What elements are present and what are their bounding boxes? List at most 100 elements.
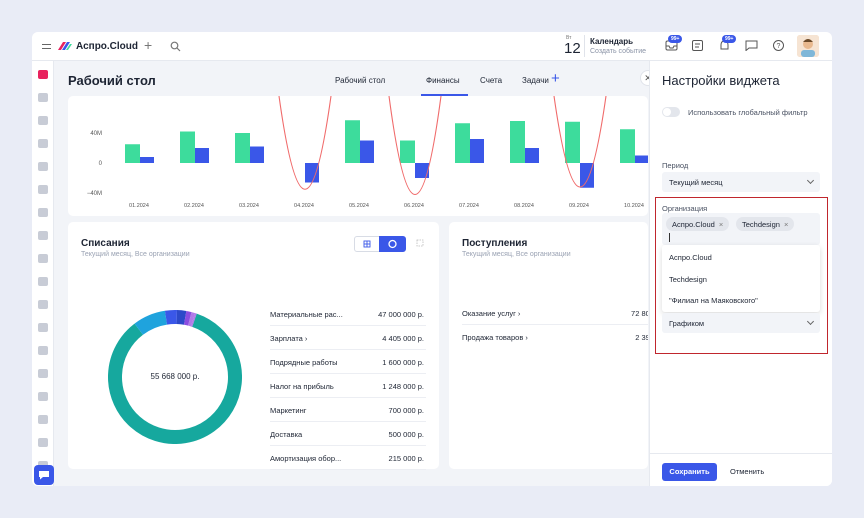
period-select[interactable]: Текущий месяц bbox=[662, 172, 820, 192]
tab-tasks[interactable]: Задачи bbox=[522, 76, 549, 85]
expand-icon[interactable] bbox=[413, 236, 427, 252]
income-subtitle: Текущий месяц, Все организации bbox=[462, 251, 571, 258]
bar-net-profit[interactable] bbox=[635, 155, 649, 164]
expense-row-label: Доставка bbox=[270, 430, 303, 439]
tab-desktop[interactable]: Рабочий стол bbox=[335, 76, 386, 85]
calendar-title[interactable]: Календарь bbox=[590, 37, 634, 46]
bar-net-profit[interactable] bbox=[140, 157, 154, 163]
donut-slice[interactable] bbox=[176, 310, 187, 325]
expense-row-value: 4 405 000 р. bbox=[382, 334, 424, 343]
bar-revenue[interactable] bbox=[620, 129, 635, 163]
support-chat-button[interactable] bbox=[34, 465, 54, 485]
nav-icon[interactable] bbox=[38, 438, 48, 447]
nav-icon[interactable] bbox=[38, 369, 48, 378]
expense-row-label[interactable]: Зарплата › bbox=[270, 334, 308, 343]
tab-invoices[interactable]: Счета bbox=[480, 76, 503, 85]
income-row-label[interactable]: Оказание услуг › bbox=[462, 309, 521, 318]
create-event-link[interactable]: Создать событие bbox=[590, 48, 647, 55]
bar-revenue[interactable] bbox=[510, 121, 525, 163]
divider bbox=[270, 373, 426, 374]
bar-net-profit[interactable] bbox=[580, 163, 594, 188]
nav-icon[interactable] bbox=[38, 185, 48, 194]
nav-icon[interactable] bbox=[38, 231, 48, 240]
dropdown-option[interactable]: Techdesign bbox=[669, 275, 707, 284]
add-tab-icon[interactable]: + bbox=[551, 70, 560, 87]
x-tick-label: 08.2024 bbox=[514, 203, 534, 209]
bar-revenue[interactable] bbox=[565, 121, 580, 163]
organization-label: Организация bbox=[662, 204, 708, 213]
x-tick-label: 02.2024 bbox=[184, 203, 204, 209]
tasks-icon[interactable] bbox=[691, 40, 704, 51]
organization-chip: Аспро.Cloud × bbox=[666, 217, 730, 231]
divider bbox=[270, 349, 426, 350]
bar-net-profit[interactable] bbox=[305, 163, 319, 183]
calendar-day[interactable]: 12 bbox=[564, 40, 581, 57]
nav-icon[interactable] bbox=[38, 346, 48, 355]
desktop-nav-icon[interactable] bbox=[38, 70, 48, 79]
donut-slice[interactable] bbox=[188, 312, 196, 327]
nav-icon[interactable] bbox=[38, 208, 48, 217]
expense-row-value: 500 000 р. bbox=[388, 430, 424, 439]
bar-net-profit[interactable] bbox=[250, 146, 264, 164]
profitability-line bbox=[278, 95, 607, 195]
bar-revenue[interactable] bbox=[400, 140, 415, 164]
nav-icon[interactable] bbox=[38, 323, 48, 332]
brand-name[interactable]: Аспро.Cloud bbox=[76, 41, 139, 52]
bar-revenue[interactable] bbox=[125, 144, 140, 163]
donut-slice[interactable] bbox=[183, 310, 192, 326]
donut-slice[interactable] bbox=[164, 310, 177, 325]
expense-row-value: 1 248 000 р. bbox=[382, 382, 424, 391]
display-mode-select[interactable]: Графиком bbox=[662, 313, 820, 333]
bar-net-profit[interactable] bbox=[360, 140, 374, 164]
bar-revenue[interactable] bbox=[345, 120, 360, 163]
organization-chip: Techdesign × bbox=[736, 217, 795, 231]
bar-revenue[interactable] bbox=[235, 133, 250, 163]
chat-icon[interactable] bbox=[745, 40, 758, 51]
nav-icon[interactable] bbox=[38, 392, 48, 401]
chip-remove-icon[interactable]: × bbox=[783, 220, 789, 229]
bar-net-profit[interactable] bbox=[525, 148, 539, 163]
global-filter-toggle[interactable] bbox=[662, 107, 680, 117]
cancel-button[interactable]: Отменить bbox=[730, 467, 765, 476]
x-tick-label: 04.2024 bbox=[294, 203, 314, 209]
income-row-label[interactable]: Продажа товаров › bbox=[462, 333, 528, 342]
svg-text:?: ? bbox=[777, 43, 781, 50]
dashboard-header: Рабочий стол Рабочий стол Финансы Счета … bbox=[54, 61, 649, 96]
left-rail bbox=[32, 61, 54, 486]
avatar[interactable] bbox=[797, 35, 819, 57]
notification-badge: 99+ bbox=[722, 35, 737, 43]
nav-icon[interactable] bbox=[38, 139, 48, 148]
menu-icon[interactable] bbox=[42, 44, 51, 49]
view-table-toggle[interactable] bbox=[354, 236, 380, 252]
nav-icon[interactable] bbox=[38, 116, 48, 125]
organization-multiselect[interactable]: Аспро.Cloud × Techdesign × bbox=[662, 213, 820, 245]
nav-icon[interactable] bbox=[38, 277, 48, 286]
nav-icon[interactable] bbox=[38, 93, 48, 102]
bar-revenue[interactable] bbox=[180, 131, 195, 164]
dropdown-option[interactable]: "Филиал на Маяковского" bbox=[669, 296, 758, 305]
y-tick-label: 0 bbox=[99, 161, 103, 167]
tab-finance[interactable]: Финансы bbox=[426, 76, 460, 85]
divider bbox=[584, 35, 585, 57]
bar-net-profit[interactable] bbox=[195, 148, 209, 163]
logo-icon bbox=[58, 42, 72, 50]
donut-slice[interactable] bbox=[134, 310, 168, 335]
bar-revenue[interactable] bbox=[455, 123, 470, 163]
bar-net-profit[interactable] bbox=[470, 139, 484, 163]
nav-icon[interactable] bbox=[38, 254, 48, 263]
widget-settings-panel: Настройки виджета Использовать глобальны… bbox=[649, 61, 832, 486]
nav-icon[interactable] bbox=[38, 415, 48, 424]
dropdown-option[interactable]: Аспро.Cloud bbox=[669, 253, 712, 262]
add-icon[interactable]: + bbox=[144, 37, 153, 53]
nav-icon[interactable] bbox=[38, 162, 48, 171]
save-button[interactable]: Сохранить bbox=[662, 463, 717, 481]
global-filter-label: Использовать глобальный фильтр bbox=[688, 108, 808, 117]
nav-icon[interactable] bbox=[38, 300, 48, 309]
search-icon[interactable] bbox=[170, 41, 181, 52]
donut-slice[interactable] bbox=[108, 313, 242, 444]
chip-remove-icon[interactable]: × bbox=[718, 220, 724, 229]
divider bbox=[270, 469, 426, 470]
bar-net-profit[interactable] bbox=[415, 163, 429, 178]
help-icon[interactable]: ? bbox=[772, 40, 785, 51]
view-donut-toggle[interactable] bbox=[379, 236, 406, 252]
